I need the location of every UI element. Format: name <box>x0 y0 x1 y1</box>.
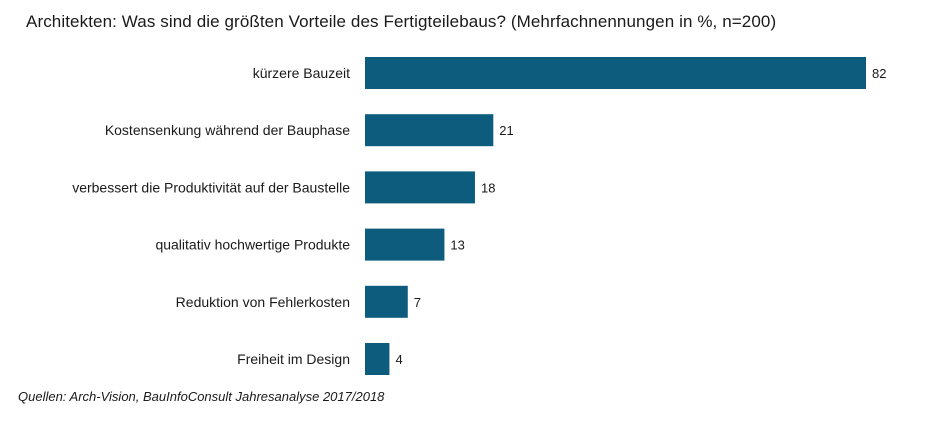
category-label: Reduktion von Fehlerkosten <box>176 294 350 310</box>
value-label: 4 <box>395 352 402 367</box>
category-label: Kostensenkung während der Bauphase <box>105 122 350 138</box>
value-label: 7 <box>414 295 421 310</box>
bar <box>365 57 866 89</box>
value-label: 18 <box>481 180 495 195</box>
bar <box>365 171 475 204</box>
source-note: Quellen: Arch-Vision, BauInfoConsult Jah… <box>18 389 385 404</box>
category-label: kürzere Bauzeit <box>253 65 350 81</box>
bar <box>365 285 408 318</box>
value-label: 21 <box>499 123 513 138</box>
bar <box>365 228 445 261</box>
value-label: 82 <box>872 66 886 81</box>
category-label: Freiheit im Design <box>237 351 350 367</box>
bar <box>365 343 390 375</box>
value-label: 13 <box>450 238 464 253</box>
category-label: verbessert die Produktivität auf der Bau… <box>72 179 350 195</box>
bar <box>365 114 494 147</box>
category-label: qualitativ hochwertige Produkte <box>155 237 350 253</box>
chart-title: Architekten: Was sind die größten Vortei… <box>26 12 777 31</box>
